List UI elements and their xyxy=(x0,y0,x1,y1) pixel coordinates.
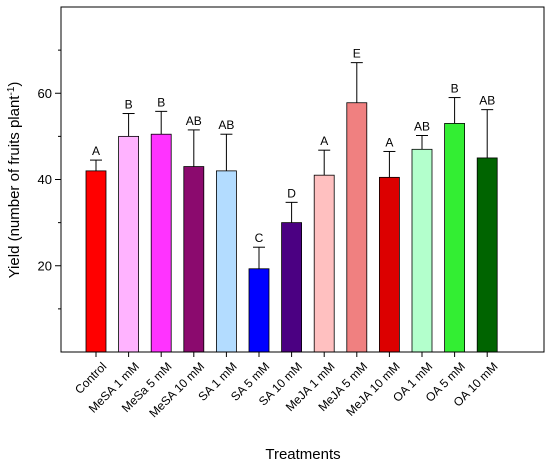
significance-label: D xyxy=(287,186,296,200)
significance-label: A xyxy=(92,144,100,158)
bar xyxy=(281,222,303,353)
bar xyxy=(215,170,237,353)
bar xyxy=(313,174,335,353)
significance-label: AB xyxy=(479,94,495,108)
significance-label: AB xyxy=(186,114,202,128)
bar xyxy=(411,148,433,353)
y-axis: 20 40 60 xyxy=(38,49,61,310)
significance-label: AB xyxy=(414,120,430,134)
significance-label: B xyxy=(451,82,459,96)
bar xyxy=(183,166,205,353)
significance-label: C xyxy=(255,231,264,245)
x-axis-title: Treatments xyxy=(265,446,340,463)
bar xyxy=(248,268,270,353)
error-bars xyxy=(90,62,494,269)
bar xyxy=(476,157,498,353)
significance-label: B xyxy=(125,98,133,112)
y-axis-title: Yield (number of fruits plant-1) xyxy=(6,82,24,279)
significance-label: A xyxy=(320,134,328,148)
significance-label: A xyxy=(385,135,393,149)
bar xyxy=(346,102,368,353)
y-axis-title-main: Yield (number of fruits plant xyxy=(6,95,23,279)
bar xyxy=(444,123,466,353)
y-tick-label: 60 xyxy=(38,86,52,101)
y-axis-title-superscript: -1 xyxy=(6,86,17,95)
bar xyxy=(118,135,139,353)
y-axis-title-suffix: ) xyxy=(6,82,23,87)
significance-label: B xyxy=(157,95,165,109)
y-tick-label: 20 xyxy=(38,258,52,273)
y-tick-label: 40 xyxy=(38,172,52,187)
bars xyxy=(85,102,498,353)
bar xyxy=(150,133,172,353)
significance-label: AB xyxy=(218,118,234,132)
significance-label: E xyxy=(353,47,361,61)
bar xyxy=(85,170,107,353)
bar xyxy=(378,176,400,353)
